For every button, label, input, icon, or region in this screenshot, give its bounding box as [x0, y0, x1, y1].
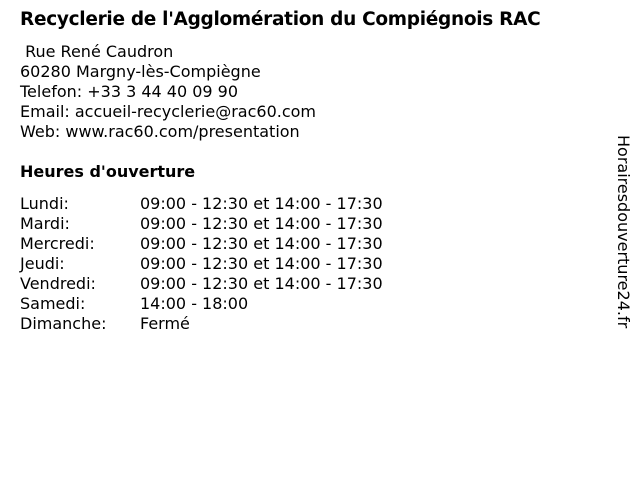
- hours-heading: Heures d'ouverture: [20, 162, 196, 181]
- city: 60280 Margny-lès-Compiègne: [20, 62, 261, 81]
- hours-row: Lundi: 09:00 - 12:30 et 14:00 - 17:30: [20, 194, 600, 214]
- hours-row: Jeudi: 09:00 - 12:30 et 14:00 - 17:30: [20, 254, 600, 274]
- day-hours: 14:00 - 18:00: [140, 294, 249, 313]
- watermark-text: Horairesdouverture24.fr: [614, 135, 633, 329]
- website: Web: www.rac60.com/presentation: [20, 122, 300, 141]
- day-label: Mardi:: [20, 214, 70, 233]
- day-hours: 09:00 - 12:30 et 14:00 - 17:30: [140, 254, 383, 273]
- hours-row: Samedi: 14:00 - 18:00: [20, 294, 600, 314]
- day-label: Vendredi:: [20, 274, 96, 293]
- hours-row: Vendredi: 09:00 - 12:30 et 14:00 - 17:30: [20, 274, 600, 294]
- hours-table: Lundi: 09:00 - 12:30 et 14:00 - 17:30 Mar…: [20, 194, 600, 334]
- email: Email: accueil-recyclerie@rac60.com: [20, 102, 316, 121]
- hours-row: Mardi: 09:00 - 12:30 et 14:00 - 17:30: [20, 214, 600, 234]
- phone: Telefon: +33 3 44 40 09 90: [20, 82, 239, 101]
- day-hours: 09:00 - 12:30 et 14:00 - 17:30: [140, 214, 383, 233]
- day-label: Lundi:: [20, 194, 69, 213]
- day-hours: Fermé: [140, 314, 190, 333]
- day-label: Dimanche:: [20, 314, 107, 333]
- street: Rue René Caudron: [20, 42, 174, 61]
- hours-row: Mercredi: 09:00 - 12:30 et 14:00 - 17:30: [20, 234, 600, 254]
- day-label: Jeudi:: [20, 254, 65, 273]
- day-hours: 09:00 - 12:30 et 14:00 - 17:30: [140, 194, 383, 213]
- hours-row: Dimanche: Fermé: [20, 314, 600, 334]
- day-label: Samedi:: [20, 294, 86, 313]
- day-hours: 09:00 - 12:30 et 14:00 - 17:30: [140, 274, 383, 293]
- page-title: Recyclerie de l'Agglomération du Compiég…: [20, 9, 541, 30]
- main-content: Recyclerie de l'Agglomération du Compiég…: [20, 8, 600, 334]
- day-label: Mercredi:: [20, 234, 95, 253]
- day-hours: 09:00 - 12:30 et 14:00 - 17:30: [140, 234, 383, 253]
- contact-info: Rue René Caudron 60280 Margny-lès-Compiè…: [20, 42, 600, 142]
